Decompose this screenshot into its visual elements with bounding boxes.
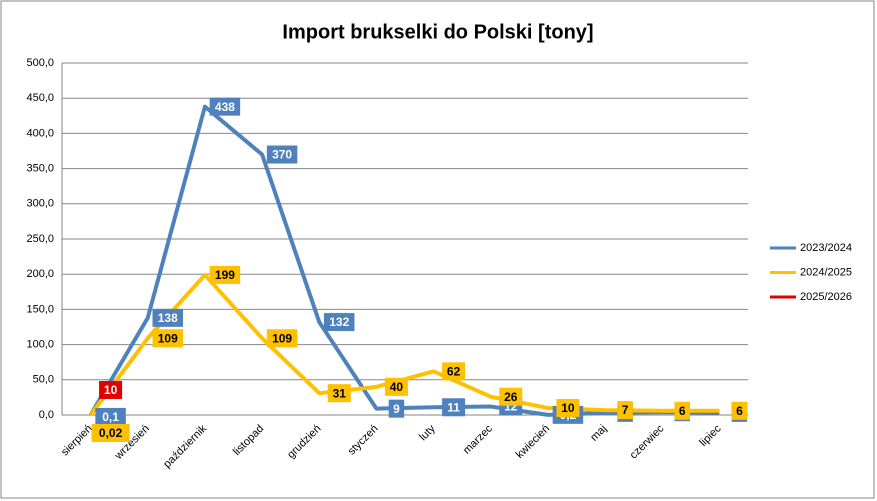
y-tick-label: 200,0 (26, 268, 54, 280)
legend-label: 2024/2025 (800, 266, 852, 278)
data-label-box (324, 313, 355, 332)
y-tick-label: 500,0 (26, 57, 54, 69)
data-label: 370 (266, 145, 298, 164)
data-label-text: 132 (329, 315, 349, 329)
y-tick-label: 0,0 (39, 409, 54, 421)
data-label-text: 109 (158, 331, 178, 345)
data-label: 199 (209, 265, 241, 284)
data-label-text: 9 (393, 402, 400, 416)
data-label: 138 (152, 308, 183, 327)
data-label: 6 (731, 401, 748, 420)
data-label-box (499, 387, 523, 406)
chart-title: Import brukselki do Polski [tony] (282, 21, 593, 43)
data-label-text: 62 (447, 365, 461, 379)
data-label-box (731, 401, 748, 420)
data-label-text: 10 (104, 383, 118, 397)
data-label-text: 438 (215, 100, 235, 114)
data-label-text: 11 (447, 400, 460, 414)
data-label-box (99, 380, 123, 399)
data-label-box (556, 398, 580, 417)
data-label: 6 (674, 401, 690, 420)
data-label-box (209, 265, 241, 284)
data-label-text: 199 (215, 268, 235, 282)
data-label-text: 6 (736, 404, 743, 418)
data-label: 0,1 (95, 407, 126, 426)
data-label: 109 (152, 329, 183, 348)
data-label-box (152, 308, 183, 327)
data-label: 10 (99, 380, 123, 399)
data-label-text: 31 (333, 386, 347, 400)
data-label-text: 10 (561, 401, 575, 415)
data-label-box (266, 329, 298, 348)
series-line (88, 104, 720, 417)
y-tick-label: 250,0 (26, 233, 54, 245)
data-label-text: 138 (158, 311, 178, 325)
data-label-text: 109 (272, 331, 292, 345)
data-label: 10 (556, 398, 580, 417)
data-label-text: 0,02 (99, 426, 123, 440)
y-tick-label: 450,0 (26, 92, 54, 104)
data-label: 438 (209, 97, 241, 116)
data-label: 31 (327, 384, 351, 403)
data-label-text: 6 (679, 404, 686, 418)
data-label: 7 (617, 401, 633, 420)
data-label-box (442, 362, 466, 381)
data-label-box (91, 423, 130, 442)
data-label-box (617, 401, 633, 420)
data-label-text: 26 (504, 390, 518, 404)
data-label-box (266, 145, 298, 164)
y-tick-label: 50,0 (33, 374, 54, 386)
data-label: 109 (266, 329, 298, 348)
data-label-text: 7 (622, 403, 629, 417)
data-label-box (327, 384, 351, 403)
y-tick-label: 150,0 (26, 303, 54, 315)
data-label-box (152, 329, 183, 348)
y-tick-label: 350,0 (26, 163, 54, 175)
data-label-box (388, 399, 405, 418)
data-label-text: 0,1 (102, 410, 119, 424)
data-label-box (209, 97, 241, 116)
data-label-box (442, 398, 466, 417)
y-tick-label: 400,0 (26, 127, 54, 139)
legend-label: 2023/2024 (800, 242, 852, 254)
legend-label: 2025/2026 (800, 291, 852, 303)
data-label: 0,02 (91, 423, 130, 442)
data-label: 132 (324, 313, 355, 332)
y-tick-label: 100,0 (26, 339, 54, 351)
data-label: 62 (442, 362, 466, 381)
y-tick-label: 300,0 (26, 198, 54, 210)
data-label: 40 (384, 377, 408, 396)
data-label-text: 370 (272, 148, 292, 162)
data-label-box (674, 401, 690, 420)
data-label: 26 (499, 387, 523, 406)
data-label-text: 40 (390, 380, 404, 394)
data-label-box (384, 377, 408, 396)
data-label: 9 (388, 399, 405, 418)
data-label: 11 (442, 398, 466, 417)
data-label-box (95, 407, 126, 426)
